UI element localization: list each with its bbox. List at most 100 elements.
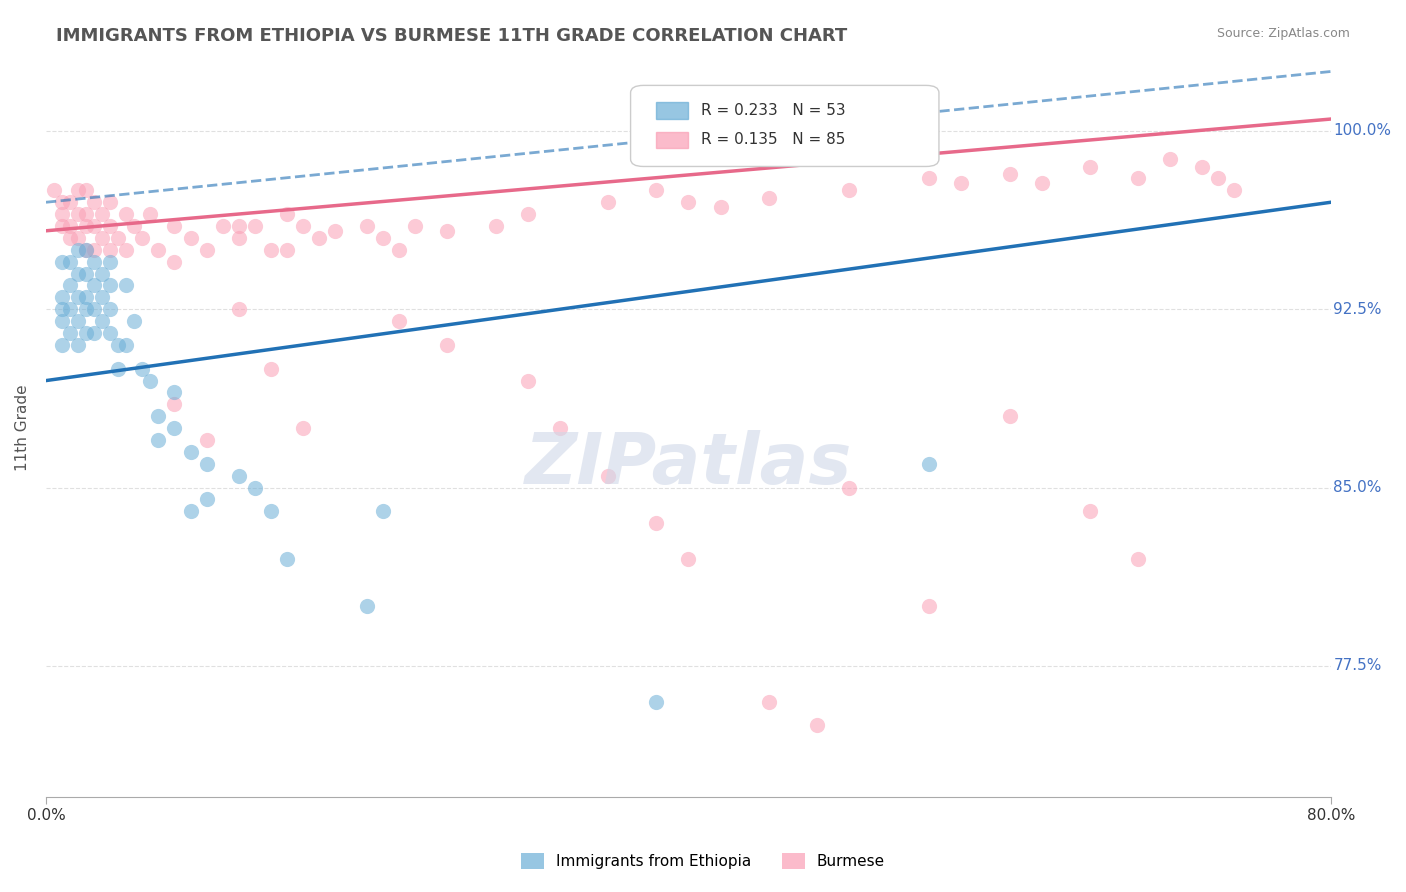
Text: 85.0%: 85.0% — [1333, 480, 1382, 495]
Point — [51, 314, 73, 328]
Point — [75, 243, 97, 257]
Point — [83, 254, 105, 268]
Point — [124, 219, 146, 233]
Point — [678, 195, 700, 210]
Point — [195, 492, 218, 507]
Point — [67, 207, 90, 221]
Point — [59, 254, 82, 268]
Point — [1126, 171, 1149, 186]
Text: R = 0.233   N = 53: R = 0.233 N = 53 — [702, 103, 846, 118]
Point — [51, 207, 73, 221]
Point — [67, 267, 90, 281]
Text: 92.5%: 92.5% — [1333, 301, 1382, 317]
Point — [404, 219, 426, 233]
Point — [276, 552, 298, 566]
Point — [115, 207, 138, 221]
Point — [243, 481, 266, 495]
Point — [211, 219, 233, 233]
Point — [163, 397, 186, 411]
Point — [1031, 176, 1053, 190]
Point — [131, 361, 153, 376]
Point — [148, 409, 170, 424]
Point — [67, 231, 90, 245]
Point — [180, 231, 202, 245]
Point — [59, 195, 82, 210]
Point — [918, 457, 941, 471]
Point — [180, 504, 202, 518]
Point — [98, 326, 121, 340]
Point — [516, 374, 538, 388]
Point — [485, 219, 508, 233]
Point — [59, 278, 82, 293]
Point — [260, 504, 283, 518]
Point — [1159, 153, 1181, 167]
Point — [228, 302, 250, 317]
Point — [83, 302, 105, 317]
Text: 77.5%: 77.5% — [1333, 658, 1382, 673]
Point — [709, 200, 731, 214]
Point — [91, 267, 114, 281]
Point — [163, 385, 186, 400]
Point — [373, 504, 395, 518]
Point — [67, 183, 90, 197]
Point — [75, 326, 97, 340]
Text: ZIPatlas: ZIPatlas — [524, 431, 852, 500]
Point — [115, 278, 138, 293]
Point — [195, 243, 218, 257]
Point — [998, 409, 1021, 424]
Point — [75, 183, 97, 197]
Point — [163, 421, 186, 435]
Point — [195, 433, 218, 447]
Point — [67, 314, 90, 328]
Y-axis label: 11th Grade: 11th Grade — [15, 384, 30, 472]
Point — [323, 224, 346, 238]
Point — [51, 254, 73, 268]
Point — [115, 243, 138, 257]
Point — [148, 433, 170, 447]
Point — [838, 183, 860, 197]
Point — [918, 171, 941, 186]
Text: IMMIGRANTS FROM ETHIOPIA VS BURMESE 11TH GRADE CORRELATION CHART: IMMIGRANTS FROM ETHIOPIA VS BURMESE 11TH… — [56, 27, 848, 45]
Point — [308, 231, 330, 245]
Point — [596, 468, 619, 483]
Point — [1208, 171, 1230, 186]
Point — [1078, 504, 1101, 518]
Point — [51, 290, 73, 304]
Point — [59, 326, 82, 340]
Point — [139, 207, 162, 221]
Point — [51, 219, 73, 233]
Point — [838, 481, 860, 495]
Point — [195, 457, 218, 471]
Point — [291, 421, 314, 435]
Text: R = 0.135   N = 85: R = 0.135 N = 85 — [702, 132, 845, 147]
Point — [678, 552, 700, 566]
Point — [388, 314, 411, 328]
Point — [1078, 160, 1101, 174]
Point — [59, 302, 82, 317]
Point — [115, 338, 138, 352]
Point — [59, 231, 82, 245]
Point — [1126, 552, 1149, 566]
Point — [75, 207, 97, 221]
FancyBboxPatch shape — [630, 86, 939, 167]
Point — [98, 195, 121, 210]
Text: Source: ZipAtlas.com: Source: ZipAtlas.com — [1216, 27, 1350, 40]
Point — [98, 243, 121, 257]
Point — [276, 243, 298, 257]
Point — [124, 314, 146, 328]
FancyBboxPatch shape — [657, 132, 689, 148]
Point — [228, 468, 250, 483]
Point — [67, 338, 90, 352]
Point — [228, 231, 250, 245]
Point — [98, 302, 121, 317]
Point — [228, 219, 250, 233]
Text: 100.0%: 100.0% — [1333, 123, 1392, 138]
Point — [75, 267, 97, 281]
Point — [83, 195, 105, 210]
Point — [388, 243, 411, 257]
Point — [516, 207, 538, 221]
Point — [163, 219, 186, 233]
Point — [998, 167, 1021, 181]
Point — [91, 290, 114, 304]
Point — [1191, 160, 1213, 174]
